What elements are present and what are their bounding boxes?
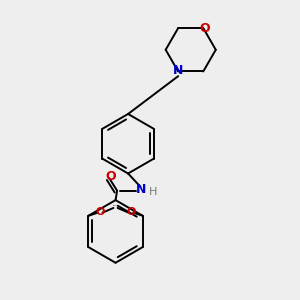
- Text: O: O: [106, 170, 116, 183]
- Text: H: H: [149, 187, 157, 197]
- Text: N: N: [135, 183, 146, 196]
- Text: methoxy: methoxy: [113, 205, 119, 206]
- Text: O: O: [200, 22, 210, 34]
- Text: O: O: [126, 207, 136, 217]
- Text: O: O: [95, 207, 105, 217]
- Text: N: N: [173, 64, 183, 77]
